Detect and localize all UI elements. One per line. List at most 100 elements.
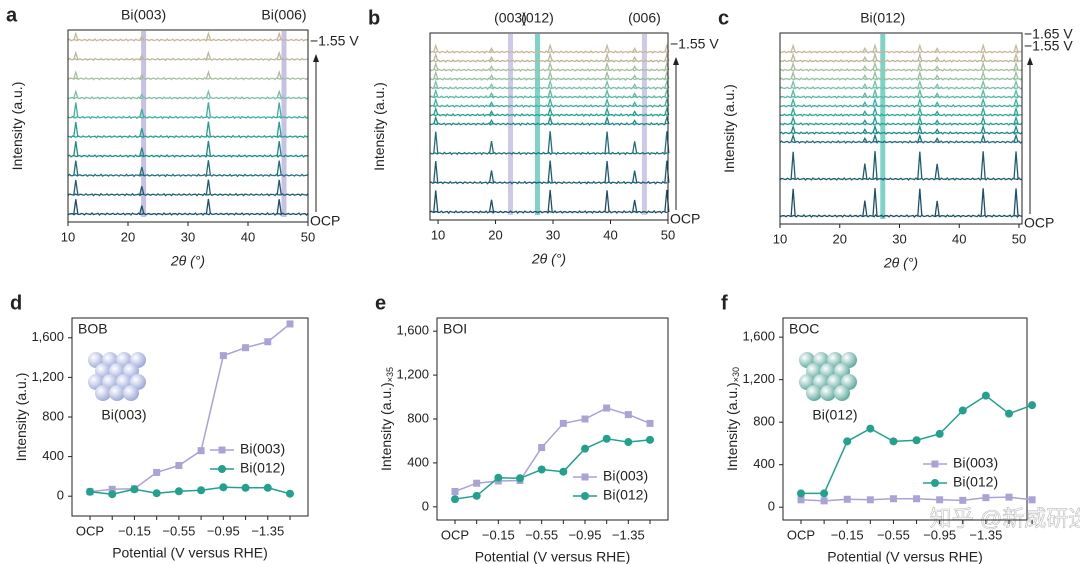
series-line [89, 323, 291, 493]
y-tick-label: 400 [753, 456, 775, 471]
trace-peak [980, 97, 986, 107]
trace-peak [862, 56, 868, 62]
trace-peak [917, 88, 923, 98]
trace-peak [73, 141, 79, 157]
panel-letter: c [718, 7, 729, 29]
trace-peak [547, 97, 553, 107]
highlight-band [281, 31, 287, 217]
trace-peak [917, 43, 923, 53]
marker [197, 447, 205, 455]
trace-peak [862, 101, 868, 107]
marker [843, 495, 851, 503]
potential-label: OCP [1024, 215, 1054, 231]
x-tick-label: −0.15 [831, 527, 864, 542]
legend-label: Bi(003) [953, 455, 998, 471]
trace-peak [917, 133, 923, 143]
panel-name: BOC [789, 321, 819, 337]
trace-baseline [429, 95, 668, 99]
trace-peak [980, 88, 986, 98]
trace-peak [862, 128, 868, 134]
marker [797, 489, 805, 498]
x-tick-label: 30 [546, 227, 560, 242]
trace-peak [872, 79, 878, 89]
y-tick-label: 400 [42, 448, 64, 463]
trace-peak [872, 97, 878, 107]
trace-peak [917, 124, 923, 134]
band-label: Bi(003) [121, 7, 166, 23]
trace-peak [73, 102, 79, 118]
trace-peak [872, 61, 878, 71]
trace-peak [1013, 70, 1019, 80]
trace-peak [547, 131, 553, 154]
panel-letter: e [375, 292, 386, 314]
trace-peak [73, 121, 79, 137]
x-tick-label: −1.35 [612, 527, 645, 542]
trace-peak [604, 70, 610, 80]
trace-baseline [67, 115, 309, 120]
trace-baseline [779, 113, 1023, 117]
trace-peak [139, 147, 145, 157]
potential-label: −1.55 V [310, 33, 359, 49]
trace-peak [934, 163, 940, 180]
y-tick-label: 1,600 [396, 323, 429, 338]
x-tick-label: 10 [61, 229, 75, 244]
trace-baseline [780, 68, 1023, 72]
y-tick-label: 400 [407, 454, 429, 469]
trace-peak [980, 106, 986, 116]
trace-baseline [779, 95, 1023, 99]
potential-arrow-head [313, 54, 319, 62]
trace-peak [917, 115, 923, 125]
trace-peak [632, 101, 638, 107]
trace-peak [790, 106, 796, 116]
trace-baseline [779, 214, 1023, 218]
marker [559, 419, 567, 427]
trace-peak [632, 56, 638, 62]
trace-baseline [67, 134, 309, 139]
trace-peak [862, 163, 868, 180]
marker [581, 444, 589, 453]
trace-peak [934, 128, 940, 134]
trace-peak [604, 97, 610, 107]
trace-peak [547, 106, 553, 116]
marker [286, 320, 294, 328]
potential-label: OCP [310, 213, 340, 229]
trace-peak [632, 170, 638, 183]
highlight-band [535, 34, 541, 215]
trace-peak [980, 61, 986, 71]
trace-peak [488, 47, 495, 53]
x-tick-label: 30 [181, 229, 195, 244]
trace-peak [276, 160, 282, 176]
legend-marker [218, 465, 226, 473]
trace-peak [139, 205, 145, 215]
trace-peak [276, 121, 282, 137]
trace-peak [917, 70, 923, 80]
trace-peak [790, 79, 796, 89]
y-axis-label-text: Intensity (a.u.) [724, 382, 740, 471]
x-tick-label: 40 [603, 227, 617, 242]
x-tick-label: 20 [833, 231, 847, 246]
potential-label: OCP [670, 211, 700, 227]
trace-peak [1013, 133, 1019, 143]
y-tick-label: 1,600 [742, 329, 775, 344]
trace-peak [872, 88, 878, 98]
trace-peak [790, 151, 796, 180]
trace-peak [1013, 88, 1019, 98]
trace-baseline [429, 50, 668, 54]
trace-peak [276, 102, 282, 118]
trace-peak [862, 200, 868, 217]
trace-peak [872, 124, 878, 134]
inset-sphere [820, 385, 836, 401]
trace-peak [632, 74, 638, 80]
trace-peak [790, 43, 796, 53]
x-tick-label: −1.35 [969, 527, 1002, 542]
y-axis-label: Intensity (a.u.) [371, 82, 387, 171]
band-label: (003) [494, 10, 527, 26]
x-tick-label: 40 [241, 229, 255, 244]
trace-peak [934, 74, 940, 80]
legend-marker [581, 473, 589, 481]
y-axis-label: Intensity (a.u.) [721, 84, 737, 173]
trace-baseline [67, 154, 309, 158]
trace-baseline [779, 131, 1023, 135]
x-tick-label: 30 [892, 231, 906, 246]
trace-peak [276, 50, 282, 60]
